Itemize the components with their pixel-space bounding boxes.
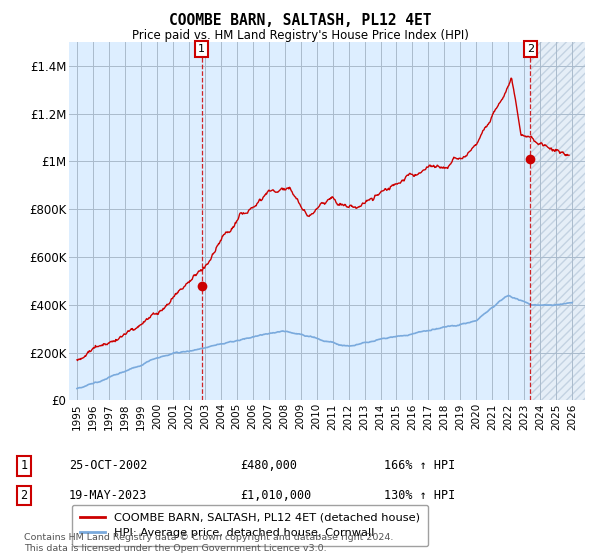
Text: 130% ↑ HPI: 130% ↑ HPI: [384, 489, 455, 502]
Text: 19-MAY-2023: 19-MAY-2023: [69, 489, 148, 502]
Text: 2: 2: [20, 489, 28, 502]
Text: 1: 1: [20, 459, 28, 473]
Text: £480,000: £480,000: [240, 459, 297, 473]
Text: COOMBE BARN, SALTASH, PL12 4ET: COOMBE BARN, SALTASH, PL12 4ET: [169, 13, 431, 28]
Legend: COOMBE BARN, SALTASH, PL12 4ET (detached house), HPI: Average price, detached ho: COOMBE BARN, SALTASH, PL12 4ET (detached…: [72, 505, 428, 547]
Text: £1,010,000: £1,010,000: [240, 489, 311, 502]
Text: Contains HM Land Registry data © Crown copyright and database right 2024.
This d: Contains HM Land Registry data © Crown c…: [24, 533, 394, 553]
Text: 2: 2: [527, 44, 534, 54]
Text: 166% ↑ HPI: 166% ↑ HPI: [384, 459, 455, 473]
Bar: [530, 42, 585, 400]
Text: 1: 1: [198, 44, 205, 54]
Text: Price paid vs. HM Land Registry's House Price Index (HPI): Price paid vs. HM Land Registry's House …: [131, 29, 469, 42]
Text: 25-OCT-2002: 25-OCT-2002: [69, 459, 148, 473]
